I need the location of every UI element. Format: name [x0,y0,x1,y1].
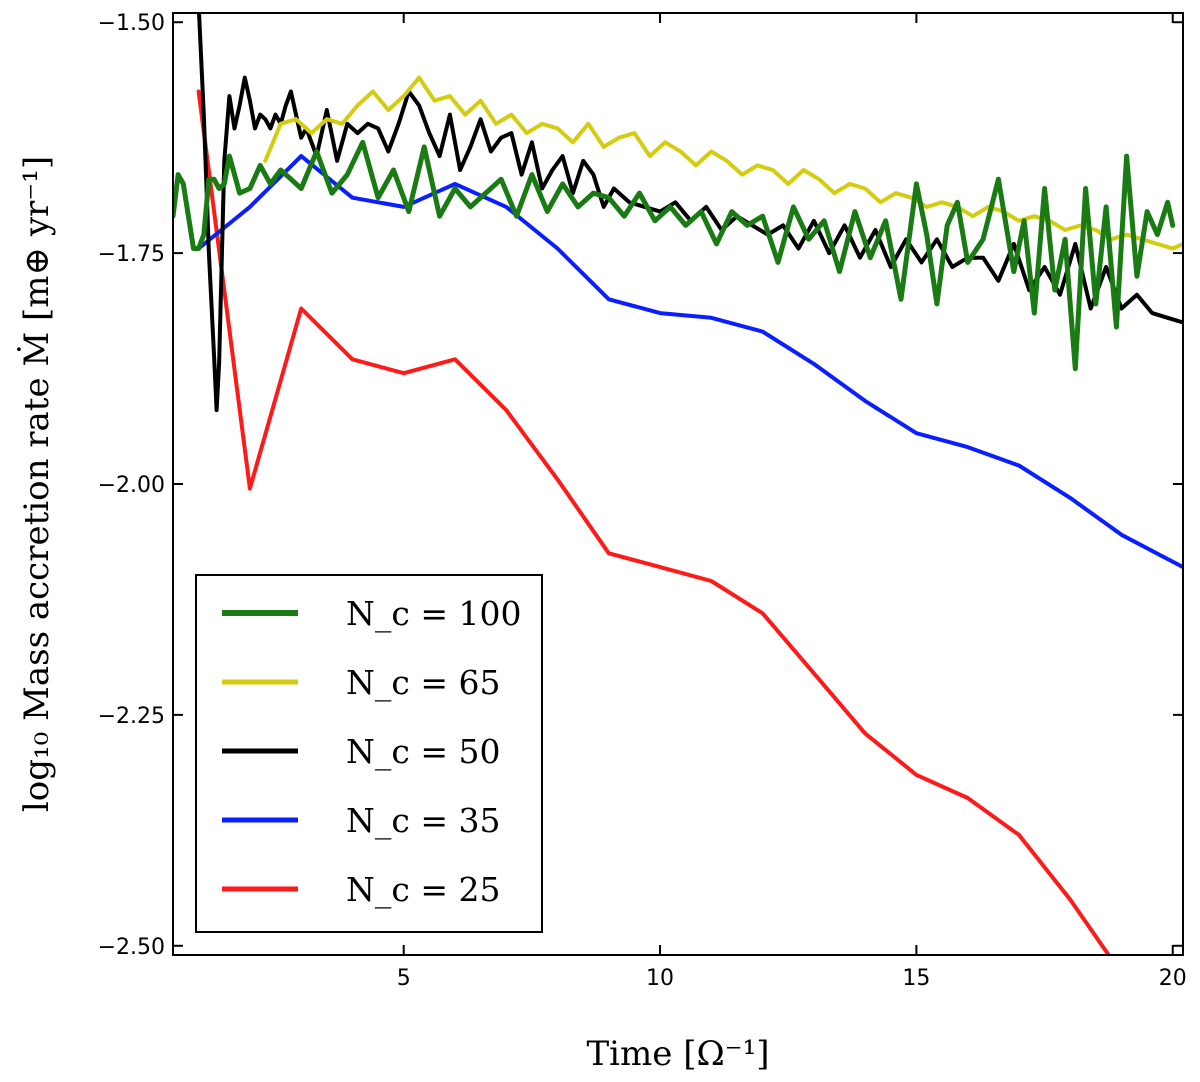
series-line-3 [197,13,1183,413]
y-tick-label: −1.50 [98,11,165,36]
series-line-4 [196,154,1183,570]
legend-label-5: N_c = 25 [346,870,500,910]
series-line-2 [263,75,1183,251]
x-tick-label: 15 [902,966,930,991]
legend-label-3: N_c = 50 [346,732,500,772]
ticks-layer: 5 10 15 20 −1.50 −1.75 −2.00 −2.25 −2.50 [98,11,1187,991]
y-tick-label: −1.75 [98,242,165,267]
legend-label-2: N_c = 65 [346,663,500,703]
x-tick-label: 20 [1159,966,1187,991]
series-line-5 [196,89,1112,955]
y-tick-label: −2.00 [98,473,165,498]
legend-label-1: N_c = 100 [346,594,521,634]
x-tick-label: 5 [397,966,411,991]
series-line-1 [173,139,1176,372]
legend: N_c = 100 N_c = 65 N_c = 50 N_c = 35 N_c = 2… [195,574,543,933]
y-tick-label: −2.50 [98,935,165,960]
y-tick-label: −2.25 [98,704,165,729]
series-layer [173,13,1183,955]
x-tick-label: 10 [646,966,674,991]
y-axis-title: log₁₀ Mass accretion rate Ṁ [m⊕ yr⁻¹] [17,156,57,812]
legend-label-4: N_c = 35 [346,801,500,841]
x-axis-title: Time [Ω⁻¹] [586,1034,769,1074]
